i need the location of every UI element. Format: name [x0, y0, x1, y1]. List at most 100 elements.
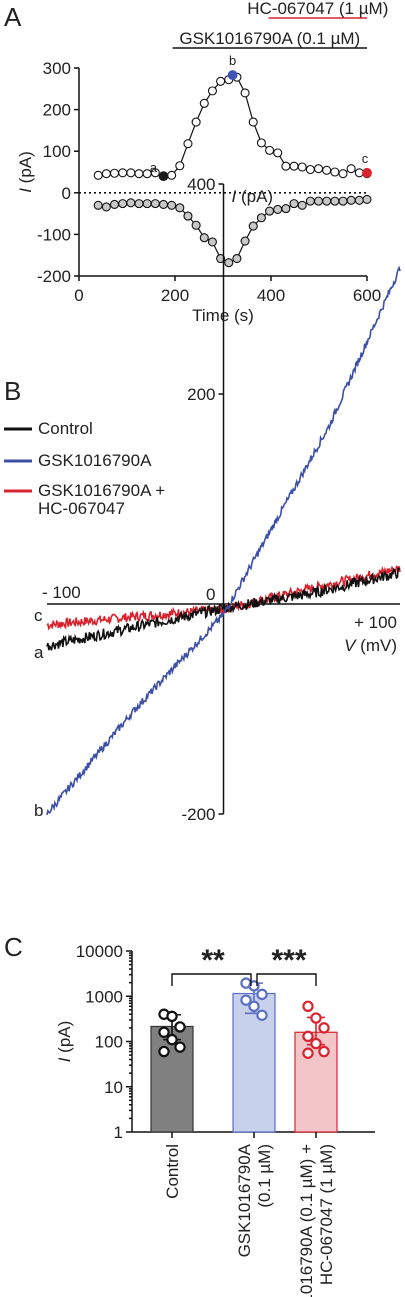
data-point	[134, 199, 144, 209]
data-point	[150, 199, 160, 209]
y-tick-label: 400	[187, 175, 215, 194]
significance-label-0: **	[201, 944, 225, 977]
data-point	[158, 1045, 170, 1058]
data-point	[297, 162, 307, 172]
data-point	[281, 161, 291, 171]
y-tick-label: 1	[114, 1123, 123, 1142]
panel-label-b: B	[4, 376, 21, 406]
legend-label-c: GSK1016790A + HC-067047	[38, 481, 165, 518]
data-point	[330, 196, 340, 206]
data-point	[93, 170, 103, 180]
data-point	[109, 199, 120, 209]
y-axis-title: I (pA)	[16, 151, 35, 193]
data-point	[354, 195, 364, 205]
data-point	[101, 169, 111, 179]
x-tick-label: 600	[353, 286, 381, 305]
highlight-point-b	[227, 70, 238, 80]
panel-a-time-course: HC-067047 (1 µM) GSK1016790A (0.1 µM) -200…	[16, 0, 388, 325]
data-point	[273, 204, 283, 214]
data-point	[302, 1047, 314, 1059]
data-point	[305, 196, 315, 206]
y-tick-label: 0	[206, 585, 215, 604]
x-tick-label: 0	[74, 286, 83, 305]
data-point	[232, 253, 242, 264]
data-point	[305, 164, 315, 175]
data-point	[118, 199, 128, 209]
data-point	[256, 213, 266, 223]
data-point	[289, 161, 299, 171]
data-point	[313, 164, 324, 174]
data-point	[313, 196, 324, 206]
data-point	[281, 204, 291, 214]
data-point	[207, 86, 217, 96]
legend-label-b: GSK1016790A	[38, 451, 152, 470]
data-point	[207, 237, 217, 247]
data-point	[126, 168, 136, 178]
data-point	[199, 233, 209, 243]
data-point	[191, 220, 201, 230]
data-point	[126, 198, 136, 208]
data-point	[175, 161, 185, 171]
data-point	[310, 1037, 322, 1050]
y-axis-title: I (pA)	[232, 187, 274, 206]
data-point	[240, 236, 250, 246]
data-point	[142, 199, 152, 209]
data-point	[318, 1045, 330, 1058]
highlight-label-b: b	[229, 53, 236, 68]
data-point	[175, 203, 185, 213]
x-axis-title: V (mV)	[344, 636, 397, 655]
panel-label-a: A	[4, 2, 22, 32]
drug-bar-label-1: GSK1016790A (0.1 µM)	[179, 29, 360, 48]
data-point	[248, 221, 258, 231]
significance-label-1: ***	[271, 944, 306, 977]
data-point	[322, 165, 332, 175]
data-point	[256, 1009, 268, 1021]
significance-bracket-0	[171, 973, 252, 986]
data-point	[289, 199, 299, 209]
data-point	[216, 253, 226, 264]
data-point	[297, 200, 307, 210]
series-line-0	[98, 76, 368, 177]
data-point	[240, 88, 250, 98]
data-point	[216, 76, 226, 86]
x-tick-label: 200	[161, 286, 189, 305]
trace-label-c: c	[34, 606, 43, 625]
data-point	[166, 1010, 178, 1023]
y-tick-label: 300	[43, 59, 71, 78]
data-point	[167, 200, 177, 210]
data-point	[174, 1041, 186, 1053]
data-point	[318, 1022, 330, 1034]
data-point	[183, 139, 193, 149]
data-point	[109, 168, 120, 178]
highlight-point-a	[158, 171, 169, 182]
y-tick-label: 200	[187, 385, 215, 404]
x-tick-label-left: - 100	[42, 583, 81, 602]
y-axis-title: I (pA)	[55, 1021, 74, 1063]
category-label-0: Control	[163, 1144, 182, 1199]
data-point	[302, 1030, 314, 1043]
data-point	[174, 1021, 186, 1033]
x-tick-label-right: + 100	[354, 613, 397, 632]
y-tick-label: 100	[95, 1033, 123, 1052]
data-point	[240, 994, 252, 1006]
data-point	[265, 145, 275, 155]
data-point	[134, 169, 144, 179]
data-point	[199, 98, 209, 108]
data-point	[310, 1012, 322, 1024]
highlight-point-c	[362, 167, 372, 178]
data-point	[158, 1026, 170, 1038]
data-point	[330, 167, 340, 177]
data-point	[256, 988, 268, 1001]
category-label-1: GSK1016790A(0.1 µM)	[235, 1143, 274, 1257]
drug-bar-label-0: HC-067047 (1 µM)	[247, 0, 388, 18]
data-point	[150, 168, 160, 178]
data-point	[346, 164, 356, 174]
bar-1	[232, 992, 276, 1133]
data-point	[338, 196, 348, 206]
data-point	[191, 117, 201, 127]
highlight-label-a: a	[150, 160, 158, 175]
y-tick-label: -100	[37, 225, 71, 244]
data-point	[167, 170, 177, 180]
series-line-1	[98, 198, 368, 264]
